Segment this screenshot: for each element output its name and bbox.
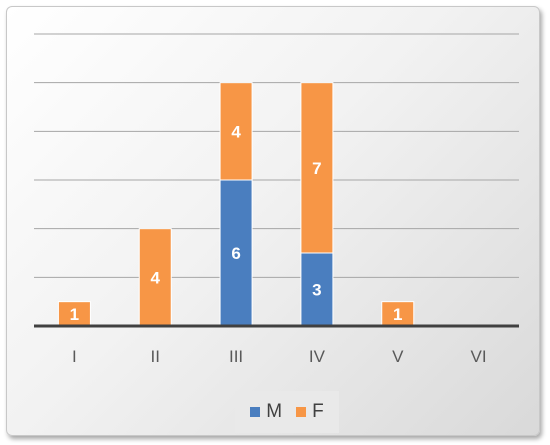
bar-f-iii bbox=[219, 82, 253, 181]
bar-f-ii bbox=[138, 228, 172, 327]
bar-chart: 1 I 4 II 6 4 III 3 7 IV 1 V VI bbox=[34, 33, 519, 366]
legend-label-m: M bbox=[266, 401, 283, 422]
x-tick-label: VI bbox=[471, 347, 487, 366]
legend-swatch-m bbox=[250, 407, 261, 417]
data-label-m-iii: 6 bbox=[231, 244, 240, 263]
legend-label-f: F bbox=[312, 401, 324, 422]
legend-item-m: M bbox=[250, 401, 282, 423]
legend-swatch-f bbox=[296, 407, 307, 417]
bar-f-v bbox=[381, 301, 415, 327]
bar-f-iv bbox=[300, 82, 334, 254]
legend-item-f: F bbox=[296, 401, 324, 423]
data-label-f-iv: 7 bbox=[312, 159, 321, 178]
chart-frame: 1 I 4 II 6 4 III 3 7 IV 1 V VI M F bbox=[6, 6, 540, 436]
x-tick-label: III bbox=[229, 347, 243, 366]
data-label-m-iv: 3 bbox=[312, 281, 321, 300]
data-label-f-ii: 4 bbox=[151, 268, 161, 287]
data-label-f-v: 1 bbox=[393, 305, 402, 324]
bar-m-iii bbox=[219, 179, 253, 327]
data-label-f-i: 1 bbox=[70, 305, 79, 324]
x-tick-label: I bbox=[72, 347, 77, 366]
x-tick-label: V bbox=[392, 347, 404, 366]
bar-m-iv bbox=[300, 252, 334, 327]
legend: M F bbox=[235, 391, 339, 433]
data-label-f-iii: 4 bbox=[231, 122, 241, 141]
x-tick-label: II bbox=[151, 347, 160, 366]
x-tick-label: IV bbox=[309, 347, 326, 366]
